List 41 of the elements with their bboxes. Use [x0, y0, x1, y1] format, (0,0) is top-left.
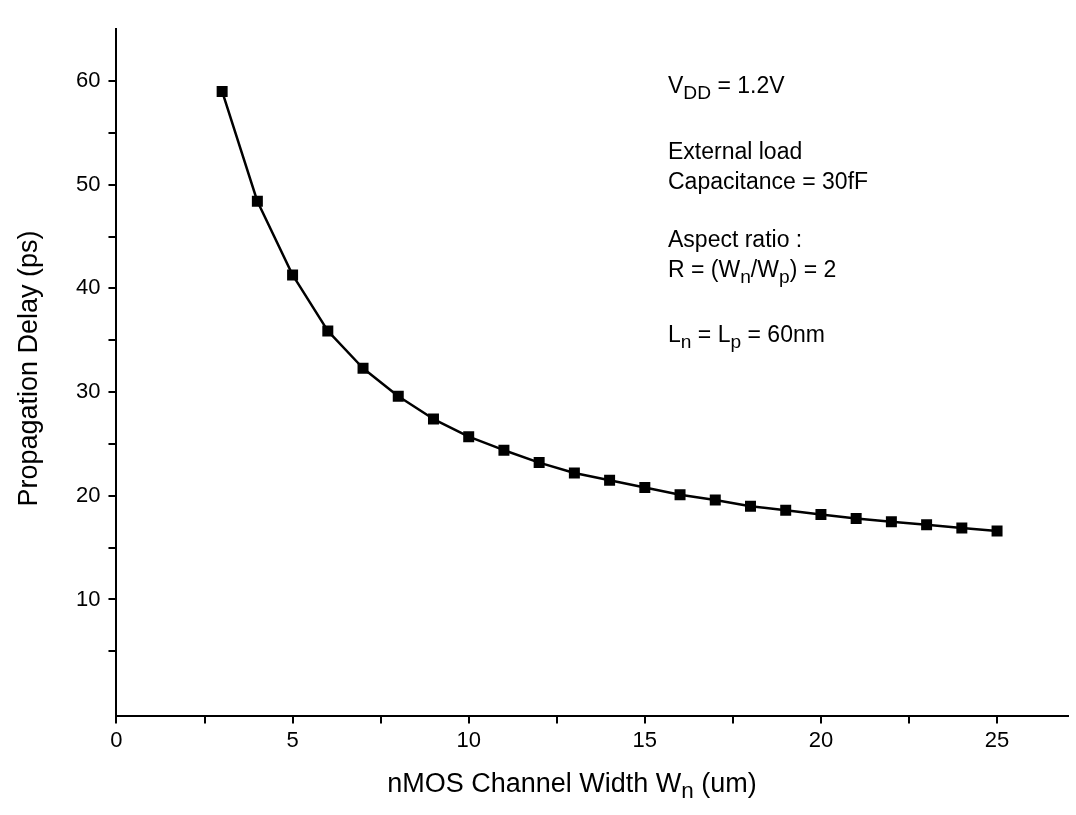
point [251, 195, 263, 207]
annotation: External load Capacitance = 30fF [668, 136, 869, 196]
x-tick-label: 25 [984, 726, 1010, 752]
point [780, 504, 792, 516]
x-tick-label: 0 [110, 726, 123, 752]
point [850, 513, 862, 525]
point [745, 500, 756, 512]
y-tick-label: 10 [75, 585, 101, 611]
point [709, 494, 721, 506]
point [463, 431, 475, 443]
annotation: V$_{DD}$ = 1.2V [668, 71, 786, 105]
y-tick-label: 20 [75, 481, 101, 507]
point [498, 444, 510, 456]
x-axis-title: nMOS Channel Width W$_{n}$ (um) [386, 767, 758, 804]
point [885, 516, 897, 528]
annotation: L$_{n}$ = L$_{p}$ = 60nm [668, 320, 826, 354]
point [427, 413, 439, 425]
point [639, 482, 651, 493]
point [956, 522, 968, 534]
y-tick-label: 30 [75, 378, 101, 404]
point [604, 474, 616, 486]
point [287, 269, 299, 281]
x-tick-label: 15 [632, 726, 658, 752]
point [815, 508, 827, 520]
point [322, 325, 334, 337]
point [357, 362, 369, 374]
point [568, 467, 580, 479]
x-tick-label: 20 [808, 726, 834, 752]
point [674, 489, 686, 501]
point [921, 519, 933, 531]
x-tick-label: 10 [456, 726, 481, 752]
annotation: Aspect ratio : R = (W$_{n}$/W$_{p}$) = 2 [668, 224, 838, 289]
point [392, 390, 404, 402]
point [991, 525, 1003, 537]
x-tick-label: 5 [286, 726, 299, 752]
y-tick-label: 50 [75, 170, 101, 196]
y-tick-label: 40 [75, 274, 101, 300]
point [216, 85, 228, 97]
point [533, 457, 545, 469]
y-tick-label: 60 [75, 67, 101, 93]
y-axis-title: Propagation Delay (ps) [12, 229, 44, 507]
